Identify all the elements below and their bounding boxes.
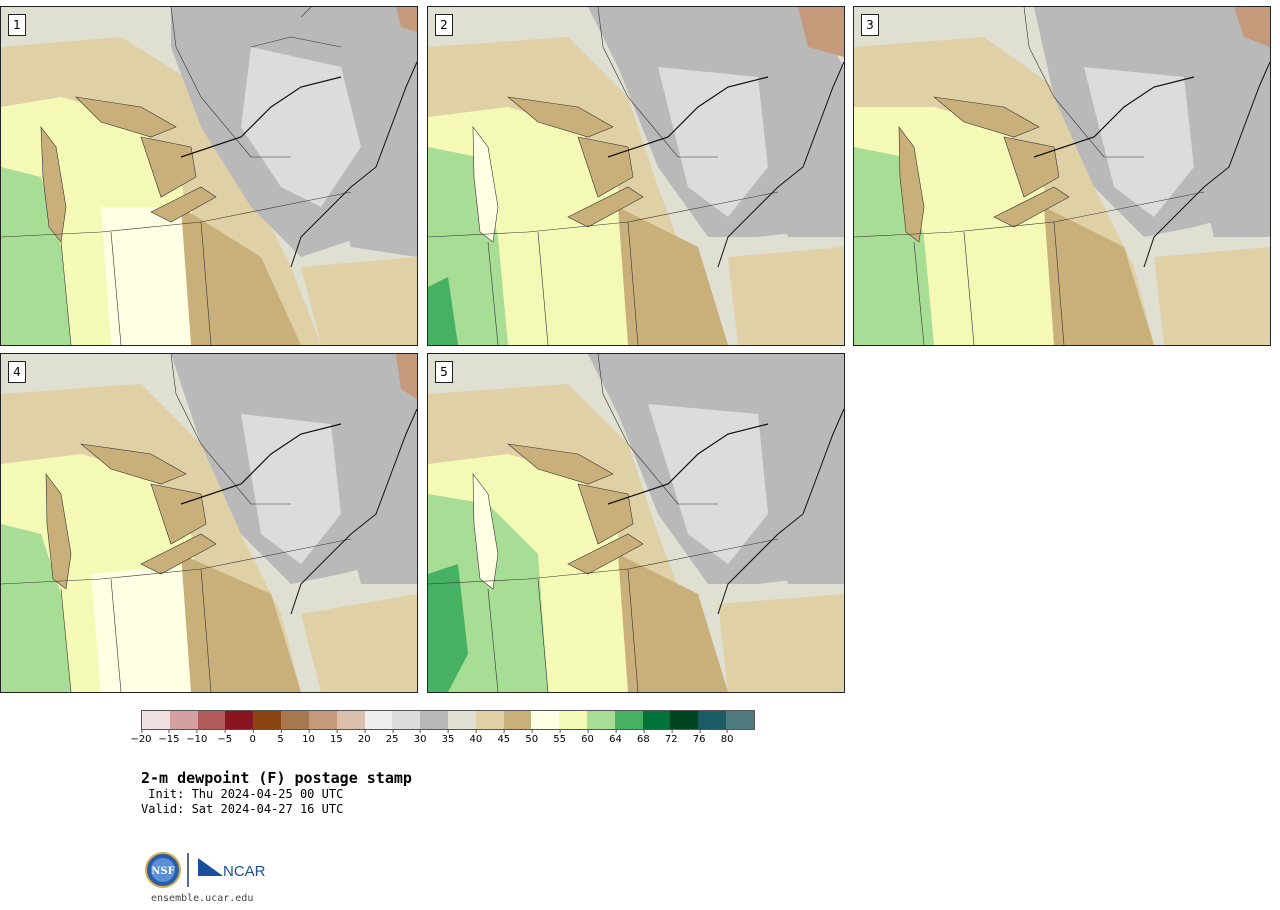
colorbar-swatch: [726, 711, 754, 729]
panel-label: 3: [861, 14, 879, 36]
colorbar-swatch: [587, 711, 615, 729]
colorbar-tick-label: 80: [720, 729, 734, 745]
colorbar-tick-label: 45: [497, 729, 511, 745]
colorbar-swatch: [142, 711, 170, 729]
colorbar-tick-label: −10: [186, 729, 208, 745]
colorbar-swatch: [308, 711, 337, 729]
panel-label: 5: [435, 361, 453, 383]
ncar-text: NCAR: [223, 863, 266, 880]
colorbar-swatch: [559, 711, 587, 729]
colorbar-tick-label: 50: [525, 729, 539, 745]
map-panel-3: 3: [853, 6, 1271, 346]
nsf-text: NSF: [151, 866, 174, 877]
site-url: ensemble.ucar.edu: [151, 893, 254, 904]
chart-title: 2-m dewpoint (F) postage stamp: [141, 769, 412, 787]
map-panel-4: 4: [0, 353, 418, 693]
colorbar-tick-label: 72: [664, 729, 678, 745]
colorbar-tick-label: 68: [636, 729, 650, 745]
colorbar-swatch: [447, 711, 476, 729]
map-panel-5: 5: [427, 353, 845, 693]
colorbar-swatch: [420, 711, 448, 729]
colorbar-swatch: [197, 711, 226, 729]
colorbar-tick-label: 30: [413, 729, 427, 745]
colorbar-tick-label: 55: [553, 729, 566, 745]
colorbar-tick-label: 40: [469, 729, 483, 745]
init-time: Init: Thu 2024-04-25 00 UTC: [141, 787, 344, 801]
colorbar-tick-label: 10: [302, 729, 315, 745]
nsf-logo-icon: NSF: [145, 852, 181, 888]
panel-label: 4: [8, 361, 26, 383]
colorbar-swatch: [336, 711, 365, 729]
colorbar-swatch: [364, 711, 393, 729]
colorbar-tick-label: 5: [277, 729, 284, 745]
dewpoint-map-4: [1, 354, 417, 692]
colorbar-ticks: −20 −15 −10 −5 0 5 10 15 20 25 30 35 40 45 50 55 60 64 68 7…: [130, 729, 755, 750]
colorbar-swatch: [281, 711, 309, 729]
colorbar-swatch: [225, 711, 254, 729]
map-panel-1: 1: [0, 6, 418, 346]
ncar-logo-icon: NCAR: [198, 858, 266, 880]
colorbar-swatch: [531, 711, 560, 729]
colorbar-swatch: [614, 711, 643, 729]
colorbar-tick-label: 60: [581, 729, 594, 745]
colorbar-swatch: [503, 711, 532, 729]
dewpoint-map-5: [428, 354, 844, 692]
colorbar: [141, 710, 755, 730]
colorbar-tick-label: −15: [158, 729, 180, 745]
colorbar-swatch: [169, 711, 198, 729]
colorbar-swatch: [475, 711, 504, 729]
dewpoint-map-3: [854, 7, 1270, 345]
colorbar-swatch: [253, 711, 282, 729]
colorbar-tick-label: −5: [217, 729, 233, 745]
colorbar-swatch: [698, 711, 727, 729]
colorbar-swatch: [392, 711, 421, 729]
colorbar-tick-label: 25: [385, 729, 399, 745]
panel-label: 2: [435, 14, 453, 36]
dewpoint-map-1: [1, 7, 417, 345]
logos: NSF NCAR: [145, 852, 266, 888]
colorbar-tick-label: 64: [609, 729, 622, 745]
colorbar-tick-label: 15: [329, 729, 343, 745]
colorbar-tick-label: 20: [357, 729, 371, 745]
colorbar-tick-label: 76: [692, 729, 706, 745]
colorbar-tick-label: 35: [441, 729, 455, 745]
colorbar-swatch: [642, 711, 671, 729]
colorbar-swatch: [670, 711, 699, 729]
map-panel-2: 2: [427, 6, 845, 346]
colorbar-tick-label: 0: [249, 729, 256, 745]
valid-time: Valid: Sat 2024-04-27 16 UTC: [141, 802, 344, 816]
dewpoint-map-2: [428, 7, 844, 345]
panel-label: 1: [8, 14, 26, 36]
colorbar-tick-label: −20: [130, 729, 152, 745]
